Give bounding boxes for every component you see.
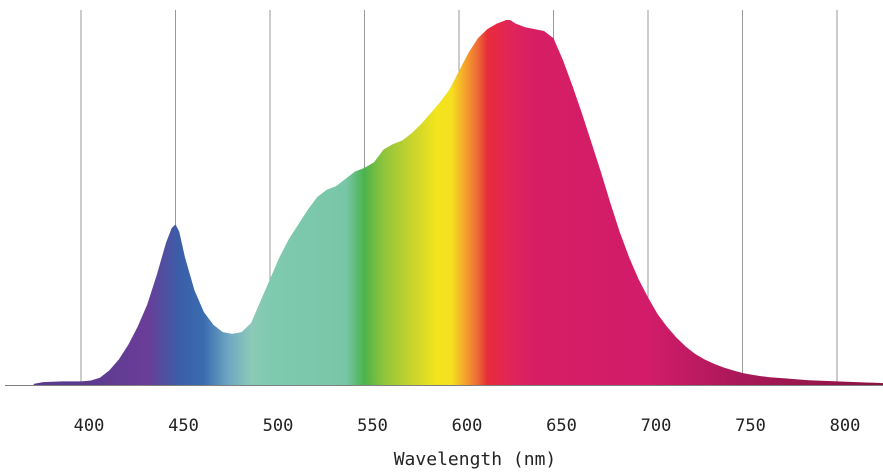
x-tick-label-450: 450 xyxy=(168,416,199,436)
spectrum-area xyxy=(34,20,883,385)
x-tick-label-400: 400 xyxy=(74,416,105,436)
x-tick-labels: 400 450 500 550 600 650 700 750 800 xyxy=(74,416,861,436)
spectrum-area-layer xyxy=(34,20,883,385)
x-tick-label-500: 500 xyxy=(263,416,294,436)
x-tick-label-650: 650 xyxy=(546,416,577,436)
x-axis-title: Wavelength (nm) xyxy=(394,449,557,470)
x-tick-label-550: 550 xyxy=(357,416,388,436)
x-tick-label-600: 600 xyxy=(452,416,483,436)
x-tick-label-750: 750 xyxy=(735,416,766,436)
x-tick-label-700: 700 xyxy=(641,416,672,436)
x-tick-label-800: 800 xyxy=(830,416,861,436)
